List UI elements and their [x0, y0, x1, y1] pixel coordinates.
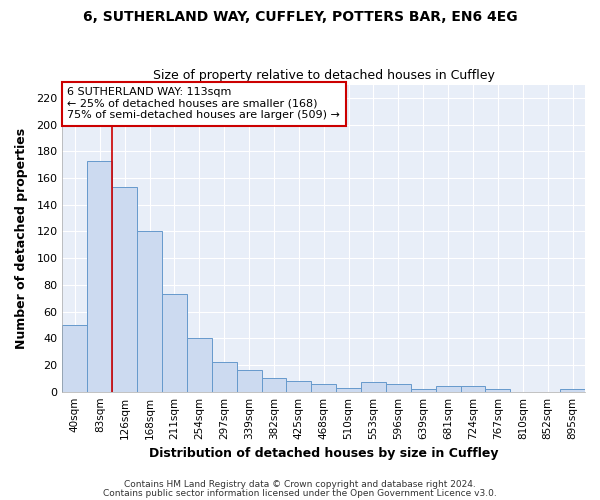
Text: Contains HM Land Registry data © Crown copyright and database right 2024.: Contains HM Land Registry data © Crown c… — [124, 480, 476, 489]
Bar — [212, 362, 236, 392]
Bar — [286, 381, 311, 392]
Text: 6 SUTHERLAND WAY: 113sqm
← 25% of detached houses are smaller (168)
75% of semi-: 6 SUTHERLAND WAY: 113sqm ← 25% of detach… — [67, 87, 340, 120]
Bar — [162, 294, 187, 392]
Title: Size of property relative to detached houses in Cuffley: Size of property relative to detached ho… — [153, 69, 494, 82]
Bar — [436, 386, 461, 392]
Bar — [560, 389, 585, 392]
Bar — [62, 325, 88, 392]
Bar — [461, 386, 485, 392]
Bar — [411, 389, 436, 392]
Bar — [311, 384, 336, 392]
Bar — [361, 382, 386, 392]
Text: Contains public sector information licensed under the Open Government Licence v3: Contains public sector information licen… — [103, 488, 497, 498]
Bar — [112, 188, 137, 392]
Bar — [336, 388, 361, 392]
Bar — [88, 160, 112, 392]
X-axis label: Distribution of detached houses by size in Cuffley: Distribution of detached houses by size … — [149, 447, 499, 460]
Bar — [262, 378, 286, 392]
Bar — [386, 384, 411, 392]
Bar — [187, 338, 212, 392]
Text: 6, SUTHERLAND WAY, CUFFLEY, POTTERS BAR, EN6 4EG: 6, SUTHERLAND WAY, CUFFLEY, POTTERS BAR,… — [83, 10, 517, 24]
Bar — [485, 389, 511, 392]
Bar — [137, 232, 162, 392]
Y-axis label: Number of detached properties: Number of detached properties — [15, 128, 28, 348]
Bar — [236, 370, 262, 392]
